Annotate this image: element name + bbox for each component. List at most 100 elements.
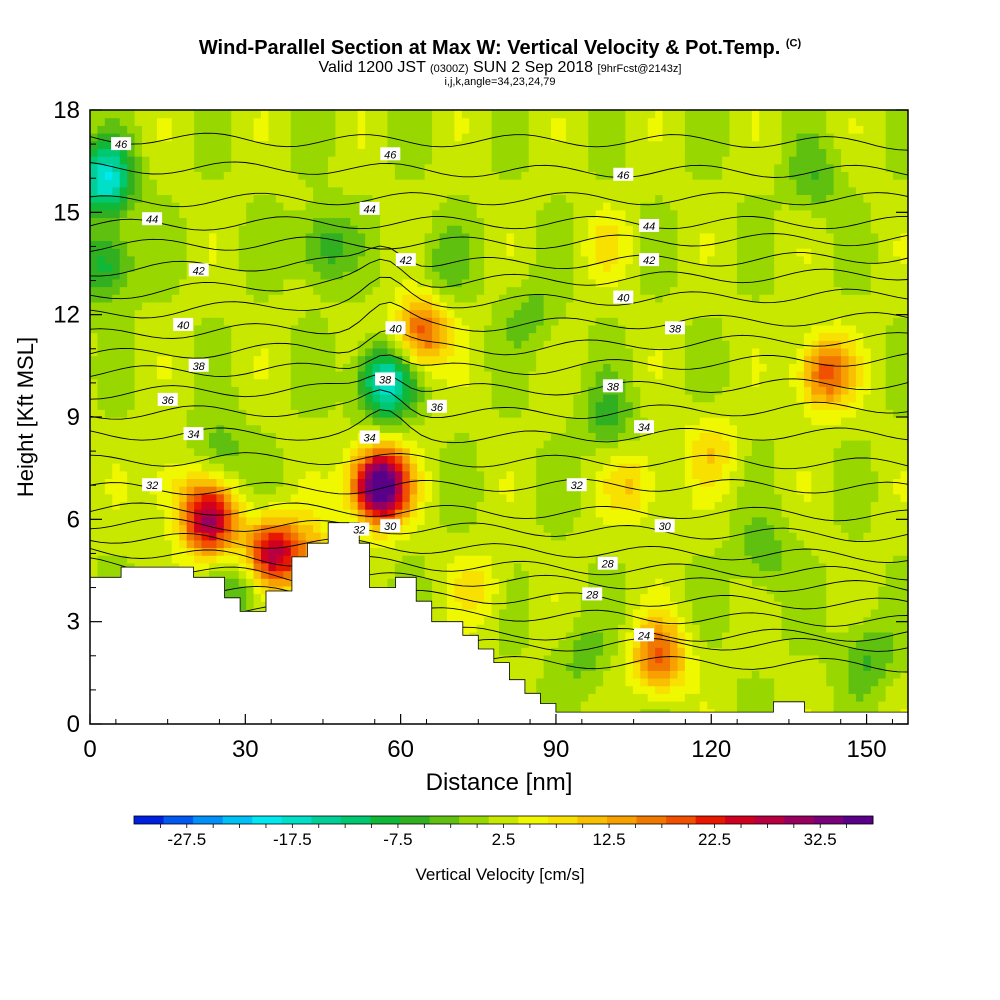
field-cell — [119, 440, 128, 449]
field-cell — [499, 570, 508, 579]
field-cell — [551, 585, 560, 595]
field-cell — [432, 478, 441, 487]
field-cell — [201, 524, 210, 533]
field-cell — [149, 432, 158, 441]
field-cell — [513, 110, 522, 119]
field-cell — [208, 209, 218, 219]
field-cell — [387, 532, 396, 541]
field-cell — [409, 110, 418, 119]
field-cell — [134, 217, 143, 226]
field-cell — [402, 486, 411, 495]
field-cell — [186, 493, 195, 503]
field-cell — [521, 378, 530, 387]
field-cell — [521, 294, 530, 303]
field-cell — [216, 417, 225, 426]
field-cell — [290, 378, 299, 387]
field-cell — [513, 179, 522, 188]
field-cell — [134, 393, 143, 403]
field-cell — [528, 417, 537, 426]
field-cell — [238, 133, 247, 142]
field-cell — [253, 578, 262, 587]
field-cell — [261, 355, 270, 364]
field-cell — [238, 593, 247, 602]
field-cell — [268, 117, 277, 126]
field-cell — [446, 455, 455, 464]
field-cell — [536, 593, 545, 602]
field-cell — [335, 125, 344, 134]
field-cell — [208, 409, 218, 418]
field-cell — [290, 263, 299, 272]
field-cell — [424, 578, 433, 587]
field-cell — [112, 555, 121, 564]
field-cell — [290, 225, 299, 234]
field-cell — [127, 125, 136, 134]
field-cell — [424, 493, 433, 503]
field-cell — [387, 110, 396, 119]
field-cell — [454, 209, 463, 219]
field-cell — [313, 301, 322, 311]
field-cell — [536, 685, 545, 694]
field-cell — [97, 470, 106, 480]
field-cell — [543, 440, 552, 449]
field-cell — [208, 401, 218, 410]
field-cell — [528, 585, 537, 595]
field-cell — [283, 294, 292, 303]
field-cell — [476, 608, 485, 618]
field-cell — [119, 417, 128, 426]
field-cell — [521, 248, 530, 257]
field-cell — [409, 370, 418, 380]
field-cell — [238, 156, 247, 165]
field-cell — [506, 424, 515, 433]
field-cell — [320, 309, 329, 318]
field-cell — [104, 240, 113, 249]
field-cell — [142, 555, 151, 564]
field-cell — [238, 386, 247, 395]
field-cell — [149, 470, 158, 480]
field-cell — [327, 209, 336, 219]
field-cell — [246, 524, 255, 533]
field-cell — [424, 209, 433, 219]
field-cell — [513, 424, 522, 433]
field-cell — [350, 217, 359, 226]
field-cell — [261, 271, 270, 280]
field-cell — [156, 409, 165, 418]
field-cell — [454, 417, 463, 426]
field-cell — [454, 309, 463, 318]
field-cell — [409, 202, 418, 211]
field-cell — [320, 133, 329, 142]
field-cell — [394, 409, 403, 418]
field-cell — [320, 363, 329, 372]
field-cell — [112, 378, 121, 387]
field-cell — [551, 578, 560, 587]
field-cell — [499, 347, 508, 357]
field-cell — [372, 263, 381, 272]
field-cell — [275, 240, 284, 249]
field-cell — [424, 294, 433, 303]
field-cell — [506, 217, 515, 226]
field-cell — [484, 624, 493, 633]
field-cell — [424, 263, 433, 272]
field-cell — [179, 301, 188, 311]
field-cell — [380, 317, 389, 326]
field-cell — [454, 547, 463, 556]
field-cell — [521, 624, 530, 633]
field-cell — [409, 432, 418, 441]
field-cell — [186, 340, 195, 349]
field-cell — [439, 332, 448, 341]
field-cell — [350, 202, 359, 211]
field-cell — [476, 125, 485, 134]
field-cell — [305, 393, 314, 403]
field-cell — [357, 278, 366, 288]
field-cell — [179, 171, 188, 180]
field-cell — [104, 133, 113, 142]
field-cell — [164, 117, 173, 126]
field-cell — [268, 463, 277, 472]
field-cell — [372, 156, 381, 165]
field-cell — [275, 163, 284, 172]
field-cell — [454, 294, 463, 303]
field-cell — [261, 555, 270, 564]
field-cell — [127, 401, 136, 410]
field-cell — [231, 386, 240, 395]
field-cell — [283, 240, 292, 249]
field-cell — [238, 478, 247, 487]
